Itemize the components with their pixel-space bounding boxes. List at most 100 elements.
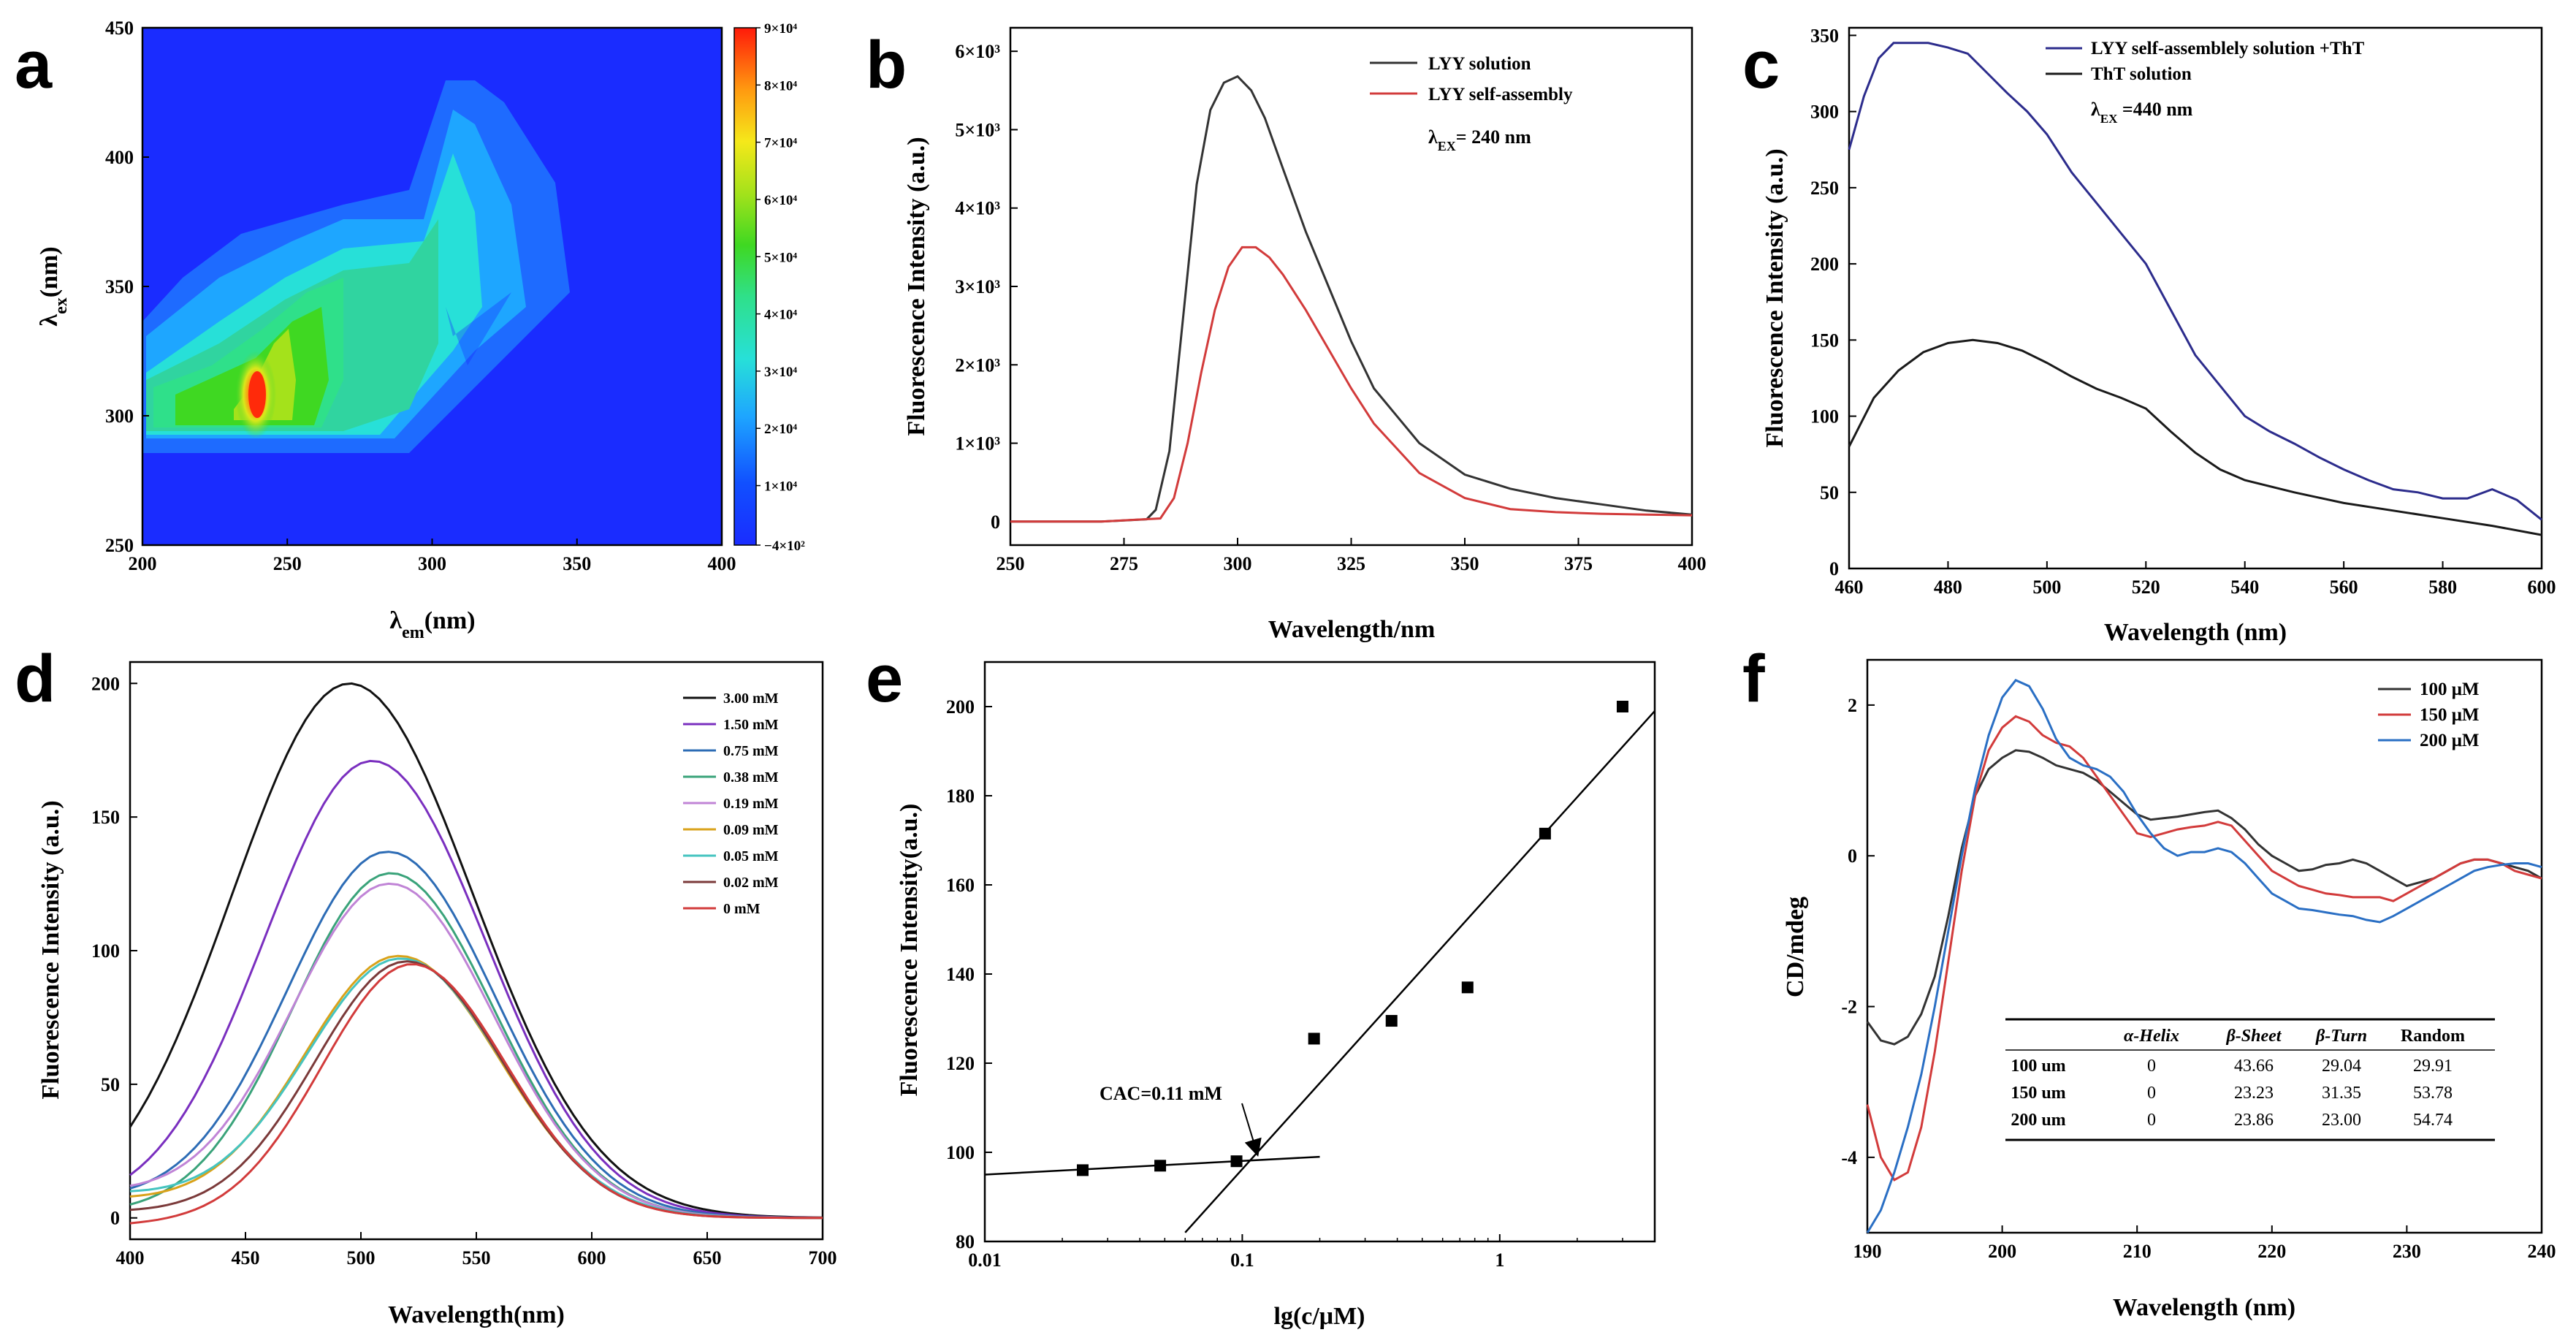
y-tick-label: 1×10³: [955, 433, 1000, 454]
legend-label: 0.09 mM: [723, 822, 779, 838]
y-tick-label: 0: [1848, 845, 1857, 867]
panel-c-frame: [1848, 26, 2543, 570]
table-cell: 29.04: [2322, 1057, 2361, 1076]
legend-label: 0 mM: [723, 901, 761, 917]
series-line-0-38-mM: [129, 872, 823, 1220]
y-tick-label: 2×10³: [955, 354, 1000, 376]
table-cell: 23.23: [2234, 1084, 2274, 1103]
panel-d-letter: d: [15, 642, 56, 716]
y-tick-label: 150: [91, 807, 120, 828]
data-point: [1385, 1015, 1398, 1027]
table-cell: 23.00: [2322, 1111, 2361, 1130]
panel-e-x-label: lg(c/μM): [1274, 1303, 1365, 1330]
panel-a-y-ticks: 250 300 350 400 450: [105, 18, 149, 556]
y-tick-label: 100: [946, 1142, 975, 1163]
y-tick-label: 0: [110, 1208, 120, 1229]
panel-c-letter: c: [1742, 28, 1780, 102]
data-point: [1308, 1032, 1320, 1045]
series-line-0-02-mM: [129, 960, 823, 1220]
series-line-3-00-mM: [129, 682, 823, 1219]
table-cell: 23.86: [2234, 1111, 2274, 1130]
series-line-100um: [1866, 749, 2542, 1046]
series-line-0-75-mM: [129, 851, 823, 1220]
y-tick-label: -2: [1841, 997, 1857, 1018]
colorbar-label: 2×10⁴: [764, 422, 797, 437]
colorbar-label: 7×10⁴: [764, 136, 797, 151]
legend-label: 0.02 mM: [723, 875, 779, 891]
panel-c-x-label: Wavelength (nm): [2104, 619, 2287, 646]
x-tick-label: 400: [1678, 553, 1707, 574]
y-tick-label: 6×10³: [955, 41, 1000, 62]
panel-b-excitation-annotation: λEX= 240 nm: [1428, 126, 1531, 153]
colorbar-label: 3×10⁴: [764, 365, 797, 380]
y-tick-label: 140: [946, 964, 975, 985]
x-tick-label: 400: [116, 1247, 145, 1269]
panel-a-letter: a: [15, 28, 53, 102]
x-tick-label: 500: [347, 1247, 376, 1269]
x-tick-label: 350: [1451, 553, 1479, 574]
data-point: [1616, 701, 1628, 712]
legend-label: 0.38 mM: [723, 769, 779, 786]
x-tick-label: 200: [129, 553, 157, 574]
x-tick-label: 275: [1110, 553, 1138, 574]
panel-f-legend: 100 μM 150 μM 200 μM: [2378, 680, 2480, 750]
panel-b-legend: LYY solution LYY self-assembly: [1370, 54, 1573, 104]
table-cell: 29.91: [2413, 1057, 2453, 1076]
panel-f-y-label: CD/mdeg: [1782, 897, 1809, 997]
x-tick-label: 210: [2123, 1241, 2152, 1262]
y-tick-label: 250: [105, 535, 134, 556]
table-cell: 0: [2147, 1057, 2156, 1076]
panel-f-letter: f: [1742, 642, 1765, 716]
table-cell: 200 um: [2011, 1111, 2065, 1130]
y-tick-label: 2: [1848, 695, 1857, 716]
panel-a-y-label: λex(nm): [36, 246, 71, 326]
y-tick-label: 120: [946, 1053, 975, 1074]
x-tick-label: 300: [1224, 553, 1252, 574]
fit-line-2: [1184, 710, 1655, 1233]
table-cell: 43.66: [2234, 1057, 2274, 1076]
legend-label: 1.50 mM: [723, 717, 779, 733]
data-point: [1154, 1160, 1167, 1172]
y-tick-label: 350: [105, 276, 134, 297]
panel-b-frame: [1009, 26, 1693, 547]
y-tick-label: 4×10³: [955, 198, 1000, 219]
cac-annotation: CAC=0.11 mM: [1100, 1083, 1222, 1104]
x-tick-label: 700: [809, 1247, 837, 1269]
series-line-tht-solution: [1848, 338, 2542, 536]
panel-c-legend: LYY self-assemblely solution +ThT ThT so…: [2046, 39, 2365, 84]
x-tick-label: 650: [693, 1247, 722, 1269]
y-tick-label: 50: [101, 1074, 120, 1095]
legend-label-100um: 100 μM: [2420, 680, 2480, 699]
x-tick-label: 540: [2230, 577, 2259, 598]
panel-b-x-label: Wavelength/nm: [1268, 616, 1436, 643]
table-header-cell: β-Turn: [2315, 1027, 2367, 1046]
x-tick-label: 375: [1564, 553, 1593, 574]
x-tick-label: 300: [418, 553, 446, 574]
colorbar-label: 4×10⁴: [764, 308, 797, 323]
y-tick-label: 5×10³: [955, 119, 1000, 140]
panel-d-plot-area: 400 450 500 550 600 650 700 0 50 100 150 200: [91, 673, 837, 1269]
secondary-structure-table: α-Helix β-Sheet β-Turn Random 100 um 0 43.66 29…: [2005, 1018, 2495, 1141]
legend-label: 0.75 mM: [723, 743, 779, 759]
panel-f-frame: [1866, 658, 2543, 1234]
x-tick-label: 0.1: [1230, 1250, 1254, 1271]
series-line-0-mM: [129, 963, 823, 1225]
panel-e-letter: e: [866, 642, 903, 716]
fit-line-1: [984, 1155, 1320, 1176]
series-line-150um: [1866, 715, 2542, 1182]
y-tick-label: 160: [946, 875, 975, 896]
series-line-1-50-mM: [129, 759, 823, 1219]
y-tick-label: 350: [1810, 25, 1839, 46]
panel-c-plot-area: 460 480 500 520 540 560 580 600 0 50 100 150 200 250 3…: [1810, 25, 2556, 598]
legend-label-tht-solution: ThT solution: [2091, 64, 2192, 84]
colorbar-label: −4×10²: [764, 539, 805, 554]
panel-b-fluorescence-spectra: b 250 275 300 325 350 375 400 0 1×10³ 2×10³ 3×10³ 4…: [866, 26, 1707, 643]
table-cell: 53.78: [2413, 1084, 2453, 1103]
legend-label-200um: 200 μM: [2420, 731, 2480, 750]
panel-e-frame: [983, 661, 1656, 1243]
x-tick-label: 250: [273, 553, 302, 574]
data-point: [1461, 981, 1474, 994]
panel-b-letter: b: [866, 28, 907, 102]
